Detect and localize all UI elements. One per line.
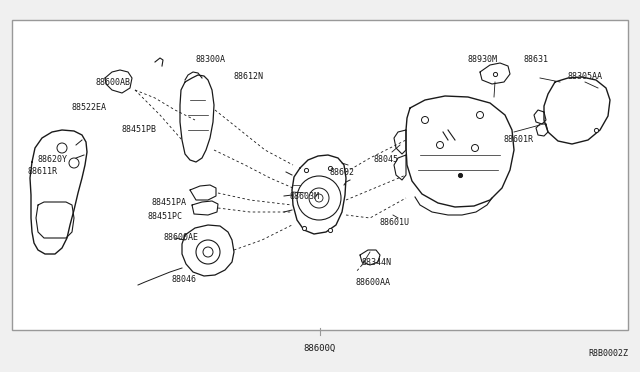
Text: 88600AE: 88600AE (164, 233, 199, 242)
FancyBboxPatch shape (12, 20, 628, 330)
Polygon shape (394, 155, 406, 180)
Polygon shape (534, 110, 546, 124)
Polygon shape (544, 77, 610, 144)
Text: 88305AA: 88305AA (567, 72, 602, 81)
Polygon shape (292, 155, 346, 234)
Polygon shape (360, 250, 380, 265)
Text: 88600AB: 88600AB (95, 78, 130, 87)
Text: 88601U: 88601U (380, 218, 410, 227)
Text: 88930M: 88930M (468, 55, 498, 64)
Polygon shape (394, 130, 406, 154)
Text: 88601R: 88601R (504, 135, 534, 144)
Text: 88344N: 88344N (362, 258, 392, 267)
Polygon shape (192, 201, 218, 215)
Text: 88612N: 88612N (233, 72, 263, 81)
Polygon shape (30, 130, 87, 254)
Text: 88611R: 88611R (28, 167, 58, 176)
Polygon shape (480, 63, 510, 84)
Text: R8B0002Z: R8B0002Z (588, 350, 628, 359)
Polygon shape (182, 225, 234, 276)
Text: 88522EA: 88522EA (72, 103, 107, 112)
Polygon shape (406, 96, 514, 207)
Text: 88603M: 88603M (290, 192, 320, 201)
Text: 88045: 88045 (373, 155, 398, 164)
Text: 88602: 88602 (330, 168, 355, 177)
Text: 88451PB: 88451PB (122, 125, 157, 134)
Polygon shape (190, 185, 216, 200)
Text: 88620Y: 88620Y (38, 155, 68, 164)
Polygon shape (536, 124, 548, 136)
Polygon shape (105, 70, 132, 93)
Text: 88600Q: 88600Q (304, 343, 336, 353)
Text: 88451PC: 88451PC (148, 212, 183, 221)
Text: 88300A: 88300A (195, 55, 225, 64)
Text: 88451PA: 88451PA (152, 198, 187, 207)
Polygon shape (180, 75, 214, 162)
Text: 88631: 88631 (524, 55, 549, 64)
Text: 88600AA: 88600AA (355, 278, 390, 287)
Text: 88046: 88046 (172, 275, 197, 284)
